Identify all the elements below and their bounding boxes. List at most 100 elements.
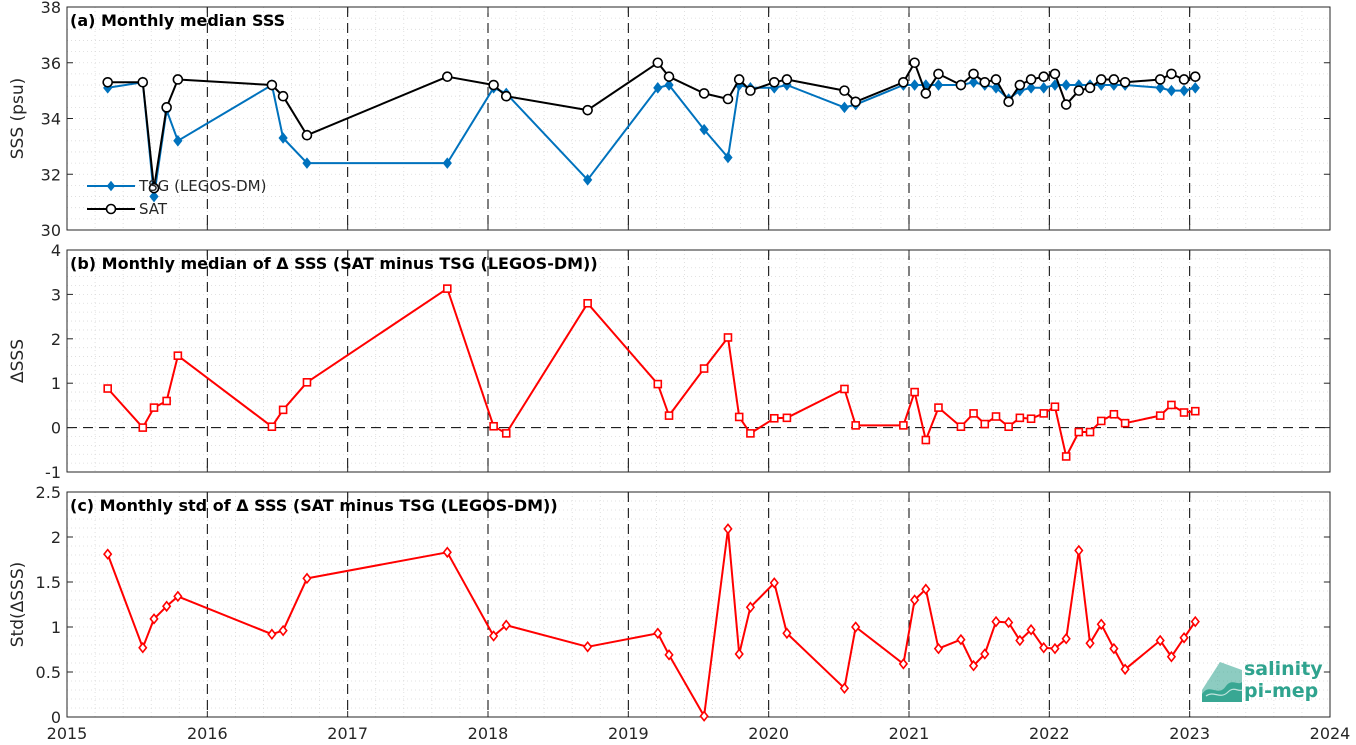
data-point <box>851 421 860 430</box>
data-point <box>699 123 709 136</box>
data-point <box>1179 408 1189 417</box>
data-point <box>1050 642 1060 655</box>
data-point <box>1190 82 1200 94</box>
data-point <box>920 88 932 99</box>
x-tick-label: 2019 <box>608 724 649 743</box>
data-point <box>149 403 159 412</box>
data-point <box>278 405 288 415</box>
data-point <box>921 435 931 445</box>
data-point <box>1084 82 1096 94</box>
data-point <box>103 384 112 393</box>
data-point <box>1073 85 1085 96</box>
data-point <box>1119 76 1131 88</box>
data-point <box>149 613 159 625</box>
data-point <box>769 413 779 423</box>
y-tick-label: -1 <box>45 463 61 482</box>
y-tick-label: 2 <box>51 528 61 547</box>
data-point <box>746 429 755 438</box>
data-point <box>442 157 452 169</box>
data-point <box>839 682 850 694</box>
data-point <box>278 132 288 144</box>
data-point <box>442 71 453 82</box>
data-point <box>839 101 850 114</box>
data-point <box>148 182 160 194</box>
data-point <box>1061 452 1071 461</box>
x-tick-label: 2015 <box>47 724 88 743</box>
data-point <box>501 429 511 438</box>
data-point <box>1166 68 1177 80</box>
data-point <box>102 76 113 88</box>
data-point <box>1189 71 1201 82</box>
data-point <box>968 68 979 80</box>
data-point <box>172 74 184 85</box>
data-point <box>162 600 172 613</box>
data-point <box>1061 79 1071 91</box>
data-point <box>979 76 991 88</box>
y-tick-label: 1.5 <box>36 573 61 592</box>
data-point <box>1085 637 1095 649</box>
y-tick-label: 2 <box>51 330 61 349</box>
series-delta-2 <box>103 523 1200 722</box>
data-point <box>782 627 792 640</box>
data-point <box>664 79 674 91</box>
data-point <box>582 104 593 116</box>
data-point <box>1049 68 1061 80</box>
plot-area <box>67 7 1330 230</box>
data-point <box>653 627 663 640</box>
y-tick-label: 1 <box>51 618 61 637</box>
data-point <box>968 659 979 672</box>
data-point <box>1155 634 1165 647</box>
panel-a: 30 32 34 36 38 SSS (psu) (a) Monthly median SS… <box>8 0 1331 240</box>
data-point <box>723 151 733 164</box>
x-tick-label: 2018 <box>468 724 509 743</box>
y-tick-label: 32 <box>41 165 61 184</box>
data-point <box>990 74 1002 85</box>
data-point <box>840 384 849 394</box>
legend-marker <box>105 203 117 215</box>
data-point <box>1096 416 1106 426</box>
x-tick-label: 2023 <box>1169 724 1210 743</box>
data-point <box>1039 409 1049 418</box>
data-point <box>664 411 674 420</box>
data-point <box>1003 96 1014 108</box>
series-delta-1 <box>103 284 1200 461</box>
x-tick-label: 2024 <box>1310 724 1351 743</box>
data-point <box>277 90 289 102</box>
x-tick-label: 2017 <box>327 724 368 743</box>
data-point <box>955 79 967 91</box>
salinity-pi-mep-logo: salinity pi-mep <box>1196 656 1326 708</box>
data-point <box>1190 406 1200 416</box>
data-point <box>1166 650 1177 663</box>
data-point <box>980 419 990 429</box>
data-point <box>1026 414 1036 424</box>
data-point <box>302 572 312 585</box>
data-point <box>1025 74 1037 85</box>
data-point <box>1109 409 1119 419</box>
data-point <box>1061 632 1071 645</box>
data-point <box>161 102 172 113</box>
data-point <box>1155 82 1165 94</box>
data-point <box>663 71 675 82</box>
data-point <box>781 74 793 85</box>
data-point <box>1109 642 1119 655</box>
x-tick-label: 2021 <box>889 724 930 743</box>
data-point <box>1108 74 1120 85</box>
y-tick-label: 1 <box>51 374 61 393</box>
data-point <box>488 630 499 642</box>
data-point <box>488 79 499 91</box>
y-tick-label: 3 <box>51 285 61 304</box>
data-point <box>1074 427 1084 437</box>
y-axis-label: ΔSSS <box>8 339 28 383</box>
data-point <box>899 421 908 430</box>
data-point <box>968 76 979 89</box>
data-point <box>137 76 149 88</box>
y-tick-label: 0.5 <box>36 663 61 682</box>
data-point <box>1050 79 1060 91</box>
data-point <box>722 93 734 105</box>
x-tick-label: 2016 <box>187 724 228 743</box>
panel-b: -1 0 1 2 3 4 ΔSSS (b) Monthly median of Δ SSS (… <box>8 241 1331 482</box>
legend-label: TSG (LEGOS-DM) <box>138 177 266 195</box>
data-point <box>1154 74 1166 85</box>
data-point <box>991 412 1001 421</box>
data-point <box>910 387 919 397</box>
